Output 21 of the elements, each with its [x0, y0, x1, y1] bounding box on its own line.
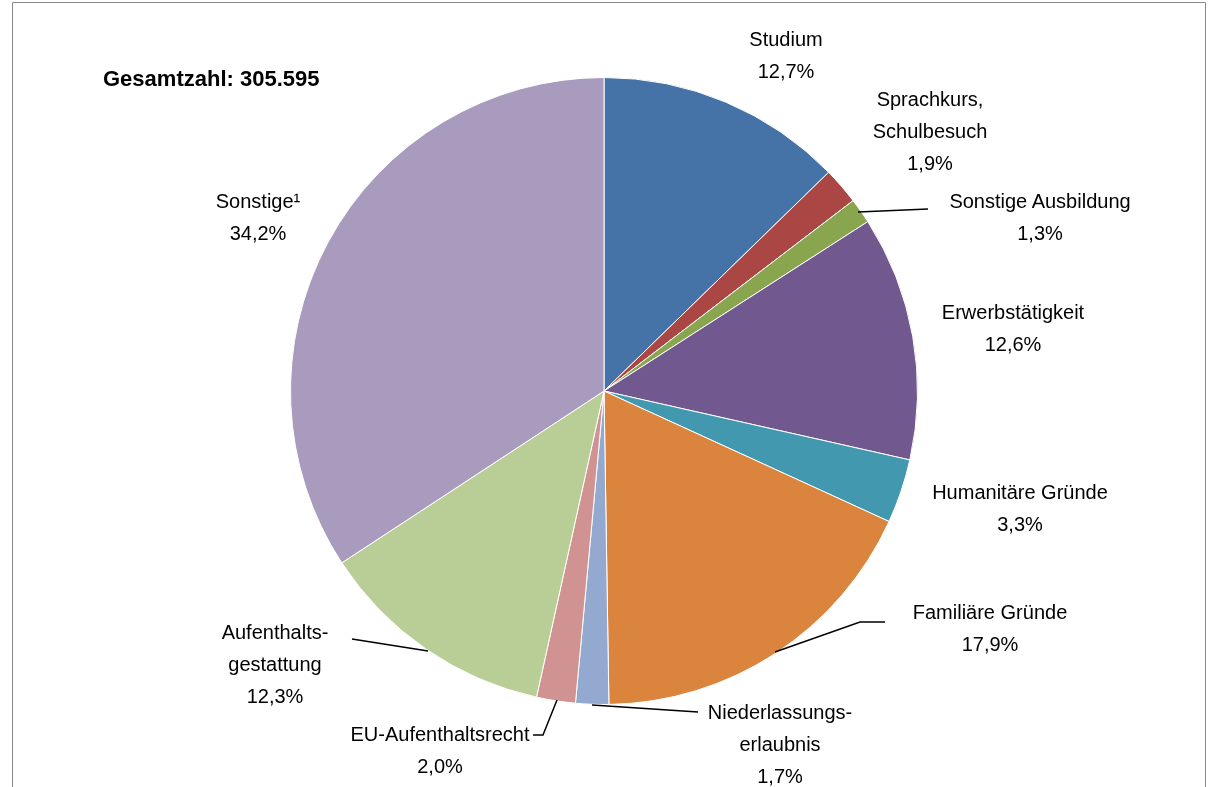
data-label: 12,3% [246, 684, 304, 707]
data-label: 1,3% [1017, 221, 1064, 244]
slice-label: Erwerbstätigkeit [941, 300, 1085, 323]
data-label: 12,7% [757, 59, 815, 82]
data-label: 17,9% [961, 632, 1019, 655]
data-label: 12,6% [984, 332, 1042, 355]
slice-label: Familiäre Gründe [912, 600, 1068, 623]
text: Gesamtzahl: 305.595 [103, 66, 320, 92]
slice-label: Sonstige Ausbildung [949, 189, 1131, 212]
slice-label: Humanitäre Gründe [932, 480, 1108, 503]
data-label: 2,0% [417, 754, 464, 777]
data-label: 34,2% [229, 221, 287, 244]
slice-label: EU-Aufenthaltsrecht [350, 722, 530, 745]
data-label: 1,7% [757, 764, 804, 787]
slice-label: Sonstige¹ [215, 189, 301, 212]
data-label: 1,9% [907, 151, 954, 174]
slice-label: Studium [749, 27, 823, 50]
slice-label: Niederlassungs- erlaubnis [707, 700, 853, 755]
data-label: 3,3% [997, 512, 1044, 535]
slice-label: Aufenthalts- gestattung [221, 620, 329, 675]
slice-label: Sprachkurs, Schulbesuch [872, 87, 988, 142]
